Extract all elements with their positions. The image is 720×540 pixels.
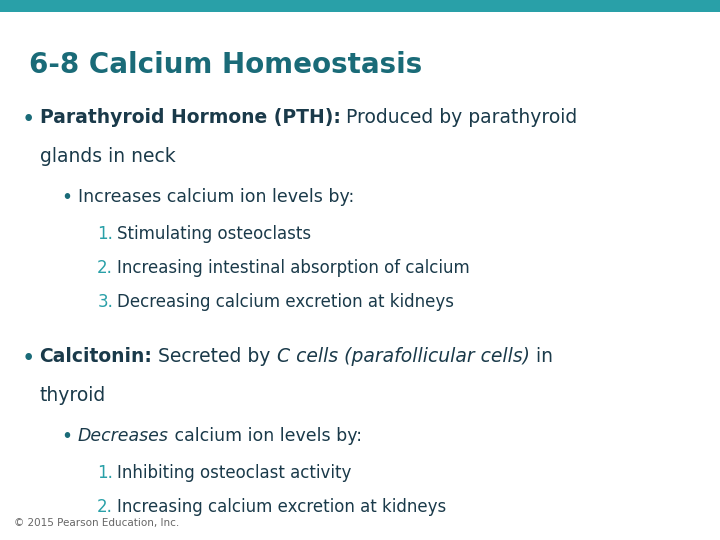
Bar (0, 0, 720, 12)
Text: Increasing calcium excretion at kidneys: Increasing calcium excretion at kidneys (117, 498, 446, 516)
Text: 2.: 2. (97, 498, 113, 516)
Text: •: • (61, 188, 72, 207)
Text: calcium ion levels by:: calcium ion levels by: (168, 427, 361, 445)
Text: •: • (22, 347, 35, 370)
Text: in: in (530, 347, 553, 366)
Text: © 2015 Pearson Education, Inc.: © 2015 Pearson Education, Inc. (14, 518, 180, 528)
Text: Decreases: Decreases (78, 427, 168, 445)
Text: Produced by parathyroid: Produced by parathyroid (341, 108, 577, 127)
Text: 1.: 1. (97, 225, 113, 242)
Text: C cells (parafollicular cells): C cells (parafollicular cells) (277, 347, 530, 366)
Text: glands in neck: glands in neck (40, 147, 176, 166)
Text: •: • (61, 427, 72, 446)
Text: Stimulating osteoclasts: Stimulating osteoclasts (117, 225, 311, 242)
Text: Increasing intestinal absorption of calcium: Increasing intestinal absorption of calc… (117, 259, 469, 276)
Text: thyroid: thyroid (40, 386, 106, 405)
Text: Increases calcium ion levels by:: Increases calcium ion levels by: (78, 188, 354, 206)
Text: 2.: 2. (97, 259, 113, 276)
Text: 1.: 1. (97, 463, 113, 482)
Text: Secreted by: Secreted by (153, 347, 277, 366)
Text: Inhibiting osteoclast activity: Inhibiting osteoclast activity (117, 463, 351, 482)
Text: •: • (22, 108, 35, 131)
Text: Calcitonin:: Calcitonin: (40, 347, 153, 366)
Text: Decreasing calcium excretion at kidneys: Decreasing calcium excretion at kidneys (117, 293, 454, 310)
Text: 6-8 Calcium Homeostasis: 6-8 Calcium Homeostasis (29, 51, 422, 79)
Text: Parathyroid Hormone (PTH):: Parathyroid Hormone (PTH): (40, 108, 341, 127)
Text: 3.: 3. (97, 293, 113, 310)
